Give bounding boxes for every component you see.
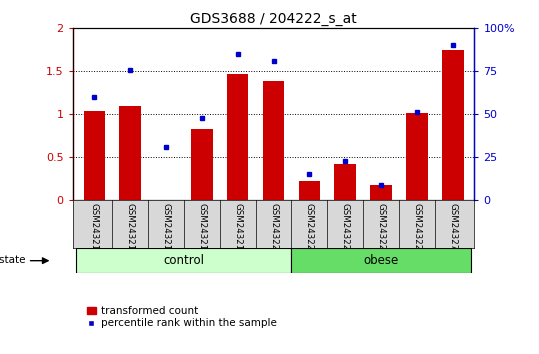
Bar (263, 81, 284, 200)
Text: GSM243228: GSM243228 (412, 203, 421, 256)
Text: disease state: disease state (0, 255, 25, 265)
Text: GSM243275: GSM243275 (448, 203, 457, 256)
Text: GSM243216: GSM243216 (126, 203, 135, 256)
Bar (370, 184, 392, 200)
Title: GDS3688 / 204222_s_at: GDS3688 / 204222_s_at (190, 12, 357, 26)
Text: GSM243220: GSM243220 (269, 203, 278, 256)
Bar (335, 164, 356, 200)
Text: GSM243225: GSM243225 (305, 203, 314, 256)
Text: GSM243219: GSM243219 (233, 203, 242, 256)
Bar (406, 113, 428, 200)
Bar (292, 248, 471, 273)
Legend: transformed count, percentile rank within the sample: transformed count, percentile rank withi… (87, 306, 277, 328)
Bar (299, 181, 320, 200)
Text: GSM243218: GSM243218 (197, 203, 206, 256)
Text: GSM243215: GSM243215 (90, 203, 99, 256)
Bar (227, 74, 248, 200)
Bar (191, 129, 212, 200)
Bar (119, 105, 141, 200)
Text: GSM243217: GSM243217 (162, 203, 170, 256)
Text: control: control (163, 254, 204, 267)
Bar (442, 50, 464, 200)
Text: GSM243227: GSM243227 (377, 203, 385, 256)
Text: obese: obese (363, 254, 399, 267)
Text: GSM243226: GSM243226 (341, 203, 350, 256)
Bar (77, 248, 292, 273)
Bar (84, 111, 105, 200)
